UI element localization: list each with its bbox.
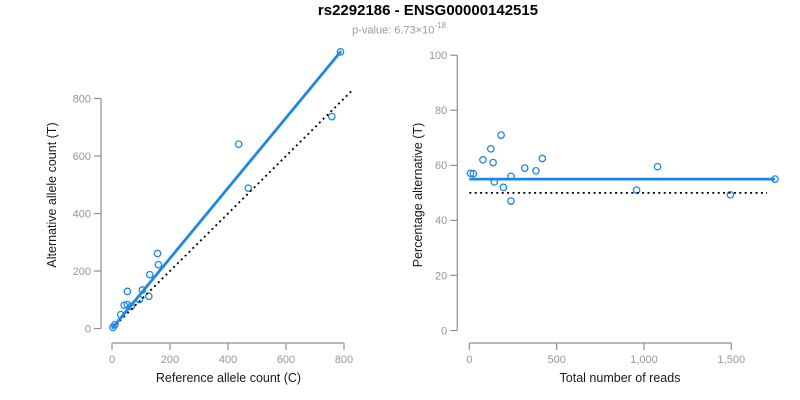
data-point bbox=[469, 169, 478, 178]
y-axis-title: Percentage alternative (T) bbox=[411, 123, 425, 268]
fit-line bbox=[110, 50, 343, 330]
data-point bbox=[538, 154, 547, 163]
x-tick-label: 600 bbox=[277, 354, 295, 366]
y-tick-label: 20 bbox=[435, 270, 447, 282]
y-tick-label: 600 bbox=[73, 151, 91, 163]
data-point bbox=[111, 320, 119, 329]
data-point bbox=[497, 131, 505, 139]
data-point bbox=[726, 190, 735, 199]
data-point bbox=[507, 197, 515, 205]
data-point bbox=[153, 249, 162, 258]
data-point bbox=[489, 158, 497, 167]
data-point bbox=[520, 164, 529, 172]
x-tick-label: 200 bbox=[161, 354, 179, 366]
x-tick-label: 800 bbox=[335, 354, 353, 366]
y-tick-label: 100 bbox=[429, 50, 447, 62]
pvalue-exponent: -18 bbox=[434, 21, 446, 30]
x-tick-label: 1,000 bbox=[630, 354, 658, 366]
figure-title: rs2292186 - ENSG00000142515 bbox=[317, 2, 539, 19]
y-tick-label: 400 bbox=[73, 208, 91, 220]
data-point bbox=[154, 260, 163, 269]
data-point bbox=[327, 112, 336, 121]
y-tick-label: 40 bbox=[435, 215, 447, 227]
data-point bbox=[532, 166, 540, 175]
data-point bbox=[144, 292, 153, 301]
y-tick-label: 80 bbox=[435, 105, 447, 117]
y-tick-label: 800 bbox=[73, 93, 91, 105]
x-axis-title: Total number of reads bbox=[560, 371, 681, 385]
x-tick-label: 500 bbox=[547, 354, 565, 366]
data-point bbox=[499, 183, 508, 192]
y-tick-label: 200 bbox=[73, 266, 91, 278]
data-point bbox=[486, 144, 495, 153]
x-tick-label: 1,500 bbox=[718, 354, 746, 366]
x-tick-label: 400 bbox=[219, 354, 237, 366]
right-plot: 0 20 40 60 80 100 0 500 1,000 1,500 Total number o… bbox=[411, 50, 779, 385]
y-tick-label: 0 bbox=[85, 323, 91, 335]
x-tick-label: 0 bbox=[109, 354, 115, 366]
y-tick-label: 0 bbox=[441, 325, 447, 337]
y-tick-label: 60 bbox=[435, 160, 447, 172]
pvalue-text: p-value: 6.73×10 bbox=[352, 24, 435, 37]
data-point bbox=[336, 48, 345, 56]
data-point bbox=[653, 162, 662, 171]
data-point bbox=[145, 270, 154, 279]
data-point bbox=[123, 287, 132, 296]
data-point bbox=[632, 186, 641, 194]
x-axis-title: Reference allele count (C) bbox=[156, 371, 301, 385]
data-point bbox=[466, 169, 475, 178]
data-point bbox=[120, 301, 129, 310]
data-point bbox=[479, 155, 487, 164]
figure-subtitle: p-value: 6.73×10-18 bbox=[352, 21, 446, 37]
y-axis-title: Alternative allele count (T) bbox=[45, 122, 59, 267]
x-tick-label: 0 bbox=[466, 354, 472, 366]
data-point bbox=[244, 184, 253, 193]
data-point bbox=[234, 140, 243, 149]
left-plot: 0 200 400 600 800 0 200 400 600 800 Reference alle… bbox=[45, 48, 355, 385]
